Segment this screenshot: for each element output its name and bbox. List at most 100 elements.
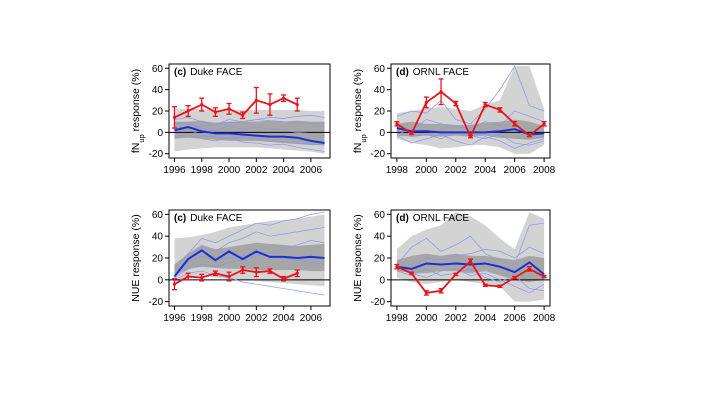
observed-errorbar (212, 270, 218, 277)
observed-point (186, 109, 190, 113)
y-tick-label: 40 (374, 85, 386, 96)
observed-errorbar (240, 111, 246, 120)
panel-site: ORNL FACE (413, 213, 470, 224)
observed-errorbar (512, 121, 518, 127)
observed-errorbar (541, 121, 547, 127)
model-member-line (174, 240, 325, 278)
x-tick-label: 2006 (504, 165, 527, 176)
observed-point (513, 276, 517, 280)
observed-point (254, 270, 258, 274)
observed-errorbar (438, 78, 444, 106)
y-tick-label: 20 (152, 107, 164, 118)
observed-errorbar (526, 266, 532, 272)
observed-errorbar (199, 97, 205, 112)
observed-point (439, 90, 443, 94)
observed-errorbar (253, 86, 259, 114)
observed-point (172, 115, 177, 120)
model-iqr-band (396, 119, 545, 140)
observed-line (174, 269, 298, 285)
x-tick-label: 2002 (445, 165, 468, 176)
model-member-line (396, 268, 545, 292)
observed-point (172, 282, 177, 286)
observed-point (186, 274, 190, 279)
y-tick-label: -20 (371, 297, 386, 308)
observed-errorbar (541, 274, 547, 279)
observed-errorbar (226, 102, 232, 115)
y-axis-label-sub: up (137, 134, 146, 142)
y-tick-label: 40 (152, 85, 164, 96)
observed-errorbar (497, 107, 503, 113)
observed-errorbar (468, 134, 473, 139)
observed-errorbar (267, 93, 273, 116)
x-tick-label: 2008 (533, 313, 556, 324)
model-member-line (174, 119, 325, 129)
observed-point (410, 271, 414, 275)
x-tick-label: 2006 (504, 313, 527, 324)
x-tick-label: 2004 (474, 313, 497, 324)
y-tick-label: 0 (157, 275, 163, 286)
observed-point (424, 291, 428, 295)
y-tick-label: -20 (371, 149, 386, 160)
model-member-line (396, 266, 545, 294)
observed-point (395, 265, 399, 269)
observed-errorbar (423, 96, 429, 109)
observed-point (268, 102, 272, 107)
panel-letter: (c) (174, 67, 186, 78)
y-axis-label-rest: response (%) (130, 69, 142, 134)
panel-title: (d) ORNL FACE (396, 67, 469, 78)
y-axis-label: NUE response (%) (130, 214, 142, 302)
x-tick-label: 1998 (191, 313, 214, 324)
observed-point (498, 108, 502, 112)
y-tick-label: 60 (152, 64, 164, 75)
y-tick-label: 20 (152, 254, 164, 265)
y-tick-label: -20 (149, 149, 164, 160)
panel-title: (c) Duke FACE (174, 213, 243, 224)
model-member-line (396, 222, 545, 265)
observed-point (527, 133, 531, 138)
x-tick-label: 1998 (386, 165, 409, 176)
panel-site: ORNL FACE (413, 67, 470, 78)
observed-errorbar (453, 100, 459, 107)
observed-point (241, 268, 245, 272)
observed-errorbar (267, 268, 273, 274)
observed-errorbar (482, 101, 488, 108)
y-axis-label: fNup response (%) (352, 69, 368, 153)
y-axis-label-main: fN (130, 143, 142, 154)
observed-point (227, 274, 231, 279)
panel-site: Duke FACE (190, 213, 243, 224)
y-tick-label: 0 (379, 275, 385, 286)
panel-letter: (d) (396, 67, 409, 78)
model-iqr-band (174, 120, 325, 146)
x-tick-label: 2000 (218, 165, 241, 176)
observed-point (213, 271, 217, 275)
model-mean-line (396, 127, 545, 136)
observed-errorbar (294, 269, 300, 278)
y-axis-label: NUE response (%) (352, 214, 364, 302)
plot-area (391, 212, 550, 302)
panel-letter: (d) (396, 213, 409, 224)
observed-errorbar (394, 263, 400, 270)
x-tick-label: 1996 (163, 165, 186, 176)
observed-point (454, 101, 458, 106)
observed-errorbar (453, 272, 459, 277)
model-iqr-band (174, 242, 325, 276)
observed-point (282, 277, 286, 281)
chart-panel-4: -20 0 20 40 60 1998 2000 2002 2004 2006 2008 NUE re… (352, 209, 556, 324)
observed-errorbar (226, 271, 232, 282)
observed-point (542, 274, 546, 279)
observed-point (454, 272, 458, 276)
y-tick-label: 40 (374, 232, 386, 243)
model-iqr-band (396, 253, 545, 282)
y-axis-label-rest: response (%) (352, 69, 364, 134)
model-member-line (174, 270, 325, 296)
model-member-line (174, 211, 325, 270)
model-member-line (396, 134, 545, 149)
observed-point (483, 283, 487, 287)
model-mean-line (174, 125, 325, 145)
observed-point (527, 267, 531, 271)
observed-point (200, 102, 204, 107)
plot-area (391, 65, 550, 154)
x-tick-label: 1996 (163, 313, 186, 324)
observed-point (468, 135, 473, 139)
